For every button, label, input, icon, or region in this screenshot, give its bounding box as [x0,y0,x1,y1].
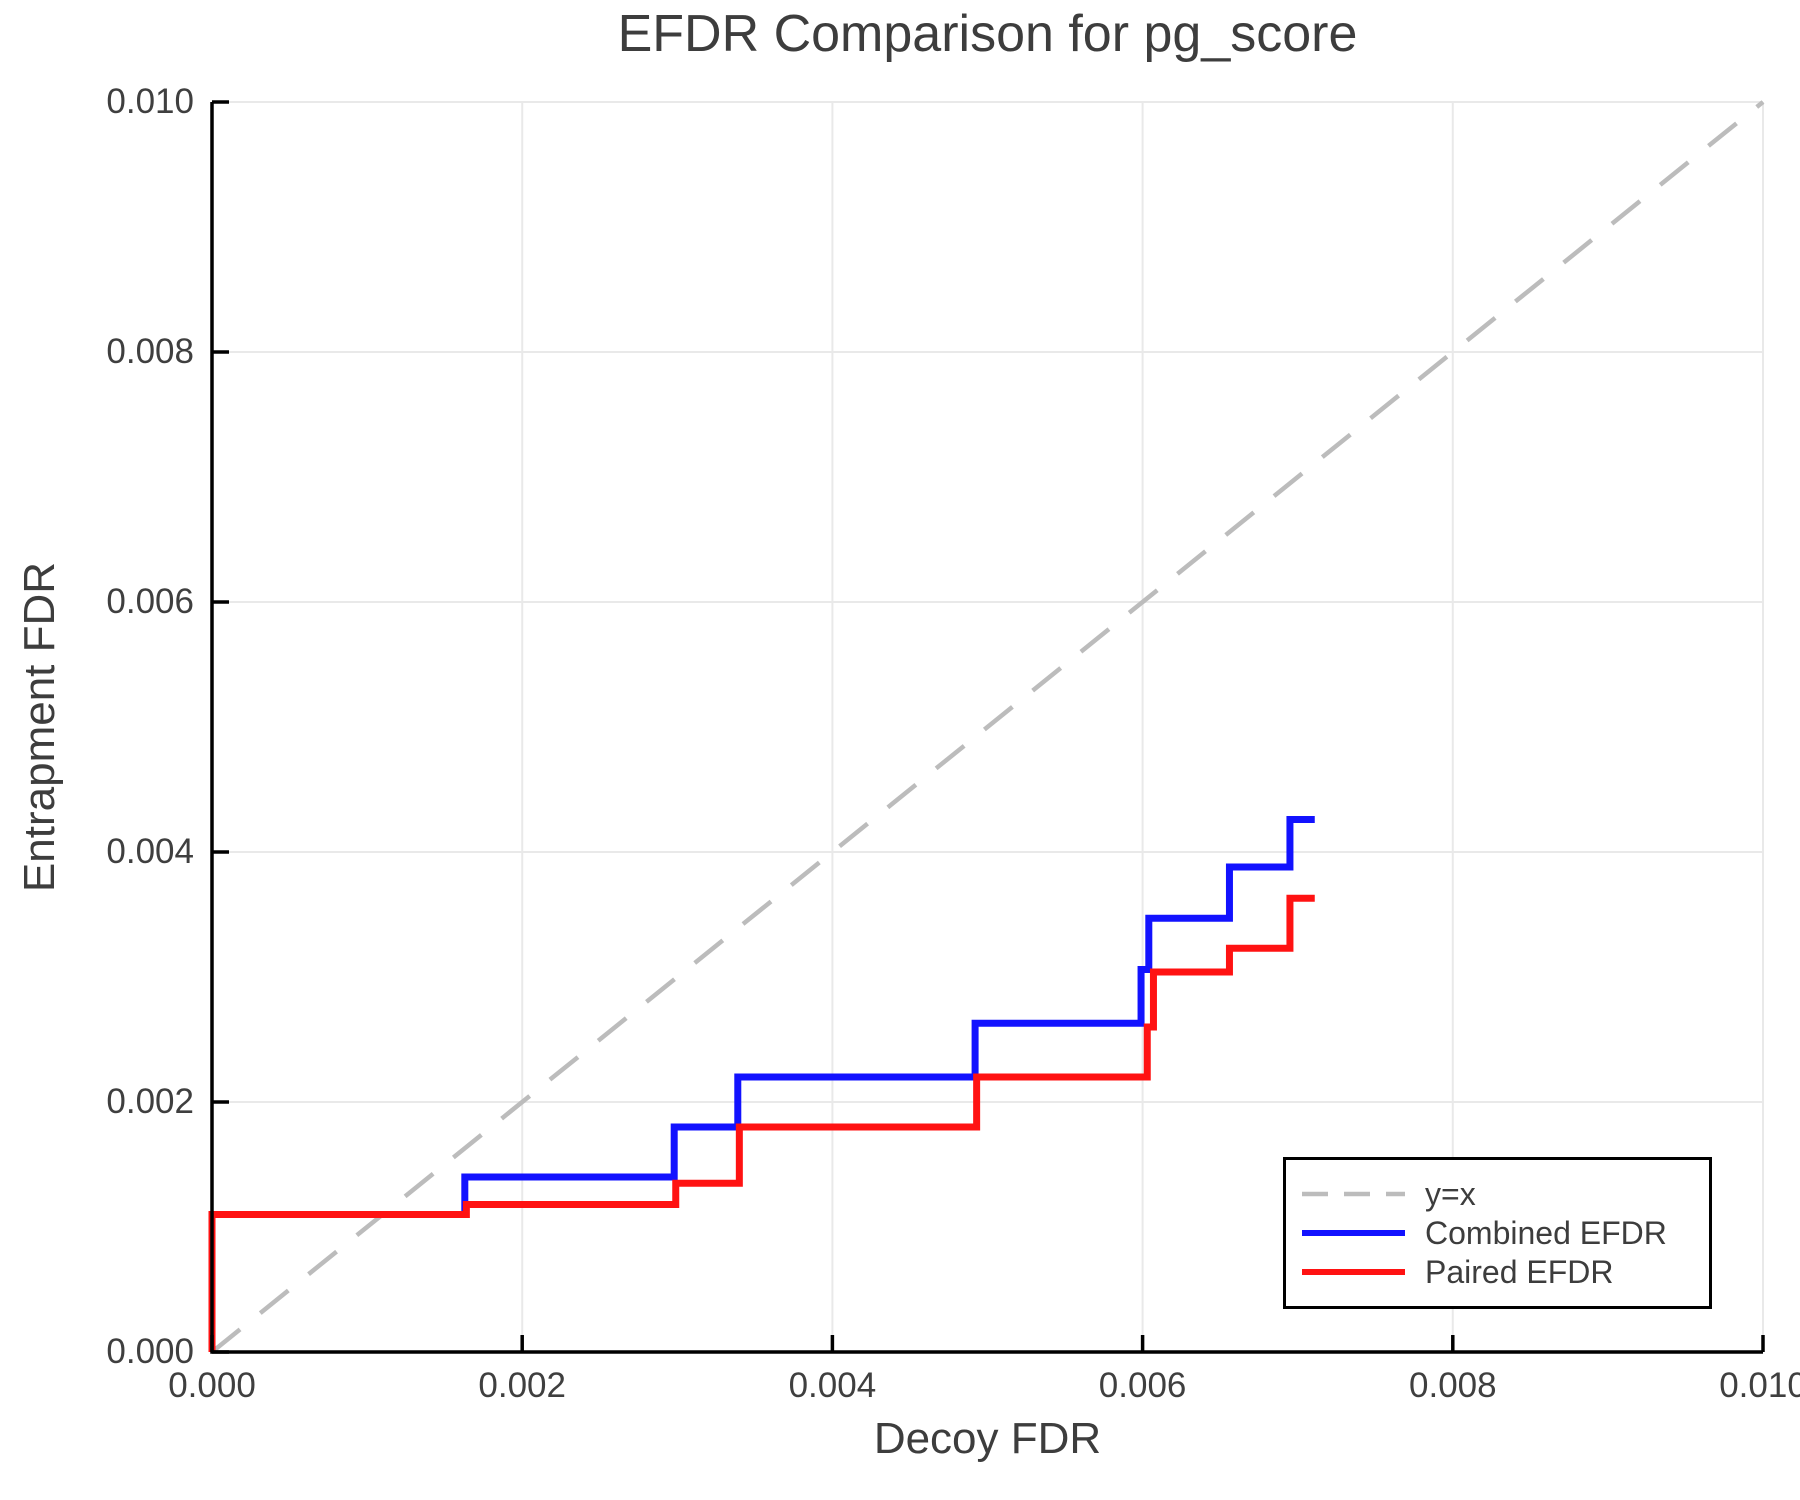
y-tick-label: 0.008 [106,332,194,371]
legend-label-combined-efdr: Combined EFDR [1425,1214,1667,1251]
x-tick-label: 0.008 [1409,1366,1497,1405]
y-tick-label: 0.006 [106,582,194,621]
dashed-line-sample-icon [1302,1191,1405,1197]
tick-marks [210,100,1765,1354]
legend-item-y-equals-x: y=x [1300,1175,1709,1214]
x-tick-label: 0.006 [1098,1366,1187,1405]
legend-item-combined-efdr: Combined EFDR [1300,1214,1709,1253]
y-tick-label: 0.000 [106,1332,194,1371]
legend-label-y-equals-x: y=x [1425,1175,1476,1212]
x-tick-label: 0.000 [168,1366,256,1405]
blue-line-sample-icon [1302,1230,1405,1236]
y-tick-label: 0.010 [106,82,194,121]
y-axis-label: Entrapment FDR [15,561,64,893]
combined-efdr-line [208,816,1315,1352]
paired-efdr-line [208,894,1315,1352]
gridlines [212,101,1764,1352]
legend-label-paired-efdr: Paired EFDR [1425,1253,1614,1290]
y-tick-label: 0.004 [106,832,194,871]
y-tick-label: 0.002 [106,1082,194,1121]
chart-title: EFDR Comparison for pg_score [617,5,1358,63]
red-line-sample-icon [1302,1269,1405,1275]
x-tick-label: 0.010 [1719,1366,1800,1405]
legend: y=x Combined EFDR Paired EFDR [1283,1157,1712,1309]
x-tick-label: 0.002 [478,1366,566,1405]
y-equals-x-line [210,100,1765,1354]
legend-item-paired-efdr: Paired EFDR [1300,1253,1709,1292]
x-tick-label: 0.004 [788,1366,877,1405]
x-axis-label: Decoy FDR [873,1414,1102,1463]
